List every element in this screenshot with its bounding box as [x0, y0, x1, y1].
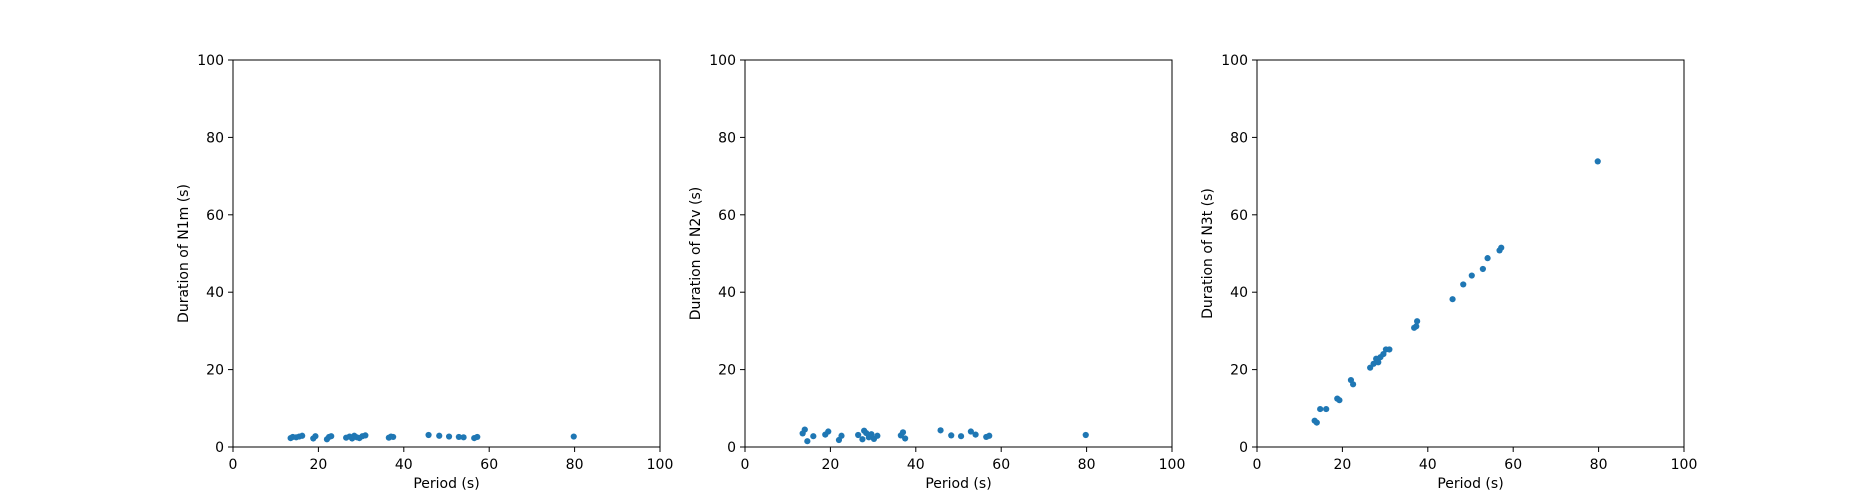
x-tick-label: 40: [907, 457, 925, 473]
data-point: [838, 432, 845, 439]
y-axis-label: Duration of N1m (s): [176, 184, 192, 323]
x-tick-label: 80: [1590, 457, 1608, 473]
data-point: [1313, 419, 1320, 426]
data-point: [455, 433, 462, 441]
data-point: [445, 433, 453, 440]
y-tick-label: 20: [1230, 363, 1248, 379]
axes-frame: [744, 59, 1173, 448]
data-point: [1468, 272, 1475, 279]
data-point: [1449, 296, 1456, 303]
data-point: [801, 426, 808, 433]
data-point: [810, 433, 817, 440]
y-tick-label: 80: [1230, 130, 1248, 146]
x-axis-label: Period (s): [925, 476, 991, 492]
x-tick-label: 100: [1671, 457, 1698, 473]
data-point: [1370, 360, 1377, 367]
data-point: [967, 428, 974, 435]
data-point: [1323, 405, 1330, 413]
data-point: [362, 432, 369, 439]
x-axis-label: Period (s): [1437, 476, 1503, 492]
y-tick-label: 80: [206, 130, 224, 146]
data-point: [874, 432, 881, 439]
y-axis-label: Duration of N3t (s): [1200, 188, 1216, 319]
data-point: [425, 431, 432, 439]
data-point: [474, 433, 481, 441]
data-point: [1386, 346, 1393, 353]
x-tick-label: 80: [1078, 457, 1096, 473]
data-point: [436, 432, 443, 439]
x-tick-label: 20: [1333, 457, 1351, 473]
y-tick-label: 20: [206, 363, 224, 379]
data-point: [460, 434, 467, 441]
data-point: [986, 432, 993, 439]
data-point: [390, 433, 397, 441]
x-tick-label: 20: [309, 457, 327, 473]
data-point: [1317, 405, 1324, 413]
data-point: [328, 433, 335, 440]
x-tick-label: 100: [647, 457, 674, 473]
data-point: [1484, 255, 1491, 262]
data-point: [868, 431, 875, 438]
x-tick-label: 60: [480, 457, 498, 473]
data-point: [1498, 244, 1505, 251]
data-point: [570, 433, 577, 440]
y-tick-label: 40: [206, 285, 224, 301]
y-tick-label: 40: [718, 285, 736, 301]
axes-frame: [1256, 59, 1685, 448]
x-tick-label: 60: [992, 457, 1010, 473]
data-point: [937, 427, 944, 434]
data-point: [859, 436, 866, 443]
x-tick-label: 0: [229, 457, 238, 473]
data-point: [825, 428, 832, 435]
y-tick-label: 80: [718, 130, 736, 146]
data-point: [1413, 323, 1420, 330]
data-point: [1414, 318, 1421, 325]
data-point: [1479, 265, 1486, 273]
data-point: [804, 438, 811, 445]
data-point: [1349, 381, 1357, 388]
y-tick-label: 0: [215, 440, 224, 456]
data-point: [299, 432, 306, 439]
y-tick-label: 0: [1239, 440, 1248, 456]
data-point: [1375, 359, 1382, 366]
data-point: [1380, 351, 1387, 358]
chart-panel-1: 0 20 40 60 80 100 0 20 40 60 80 100 Period (s) Durati…: [176, 53, 673, 492]
x-tick-label: 0: [741, 457, 750, 473]
y-tick-label: 60: [206, 208, 224, 224]
y-tick-label: 60: [1230, 208, 1248, 224]
x-tick-label: 40: [395, 457, 413, 473]
x-tick-label: 20: [821, 457, 839, 473]
data-point: [1336, 397, 1343, 404]
y-axis-label: Duration of N2v (s): [688, 187, 704, 321]
x-axis-label: Period (s): [413, 476, 479, 492]
data-point: [899, 429, 907, 436]
y-tick-label: 100: [1221, 53, 1248, 69]
data-point: [312, 433, 319, 440]
data-point: [957, 433, 965, 440]
x-tick-label: 0: [1253, 457, 1262, 473]
chart-panel-3: 0 20 40 60 80 100 0 20 40 60 80 100 Period (s) Durati…: [1200, 53, 1697, 492]
data-point: [972, 431, 979, 438]
y-tick-label: 100: [709, 53, 736, 69]
y-tick-label: 0: [727, 440, 736, 456]
data-point: [948, 432, 955, 439]
data-point: [1594, 158, 1601, 165]
y-tick-label: 60: [718, 208, 736, 224]
chart-panel-2: 0 20 40 60 80 100 0 20 40 60 80 100 Period (s) Durati…: [688, 53, 1185, 492]
y-tick-label: 100: [197, 53, 224, 69]
x-tick-label: 80: [566, 457, 584, 473]
data-point: [902, 435, 909, 442]
data-point: [1082, 431, 1089, 439]
y-tick-label: 40: [1230, 285, 1248, 301]
data-point: [1460, 281, 1467, 288]
x-tick-label: 60: [1504, 457, 1522, 473]
x-tick-label: 40: [1419, 457, 1437, 473]
data-point: [855, 431, 862, 439]
axes-frame: [232, 59, 661, 448]
x-tick-label: 100: [1159, 457, 1186, 473]
y-tick-label: 20: [718, 363, 736, 379]
